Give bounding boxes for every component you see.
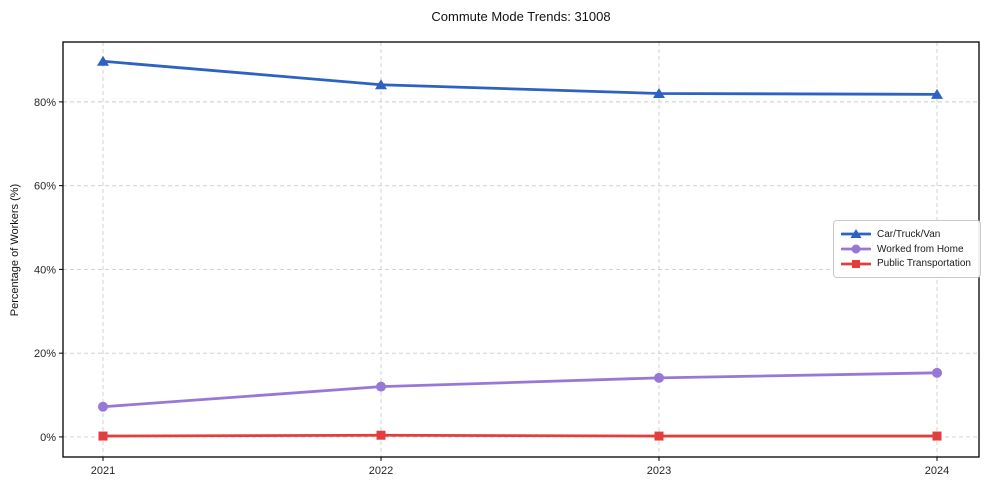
y-tick-label: 0% [40,432,56,444]
circle-marker-icon [98,401,108,412]
triangle-marker-icon [850,229,862,239]
circle-marker-icon [851,244,861,254]
circle-marker-icon [932,367,942,378]
x-tick-label: 2024 [925,465,949,477]
legend-line-triangle-icon [841,229,871,239]
legend-label: Worked from Home [877,243,964,255]
series-line-circle [101,371,939,409]
legend-entry-car-truck-van: Car/Truck/Van [841,227,971,242]
x-tick-label: 2021 [91,465,115,477]
x-tick-label: 2023 [647,465,671,477]
series-line-square [101,433,939,438]
y-tick-label: 80% [34,97,56,109]
legend-line-square-icon [841,259,871,268]
legend-label: Car/Truck/Van [877,228,941,240]
chart-title: Commute Mode Trends: 31008 [431,9,611,24]
legend-entry-worked-from-home: Worked from Home [841,242,971,257]
triangle-marker-icon [931,88,943,99]
legend-line-circle-icon [841,244,871,254]
y-tick-label: 20% [34,348,56,360]
legend-label: Public Transportation [877,258,971,270]
square-marker-icon [654,431,664,441]
circle-marker-icon [654,372,664,383]
chart-legend: Car/Truck/Van Worked from Home Public Tr… [833,220,981,278]
triangle-marker-icon [375,79,387,90]
square-marker-icon [852,259,860,268]
y-tick-label: 40% [34,264,56,276]
triangle-marker-icon [653,88,665,99]
series-line-triangle [101,59,939,96]
x-tick-label: 2022 [369,465,393,477]
circle-marker-icon [376,381,386,392]
triangle-marker-icon [97,55,109,66]
legend-entry-public-transportation: Public Transportation [841,256,971,271]
y-tick-label: 60% [34,181,56,193]
square-marker-icon [376,430,386,440]
square-marker-icon [932,431,942,441]
square-marker-icon [98,431,108,441]
